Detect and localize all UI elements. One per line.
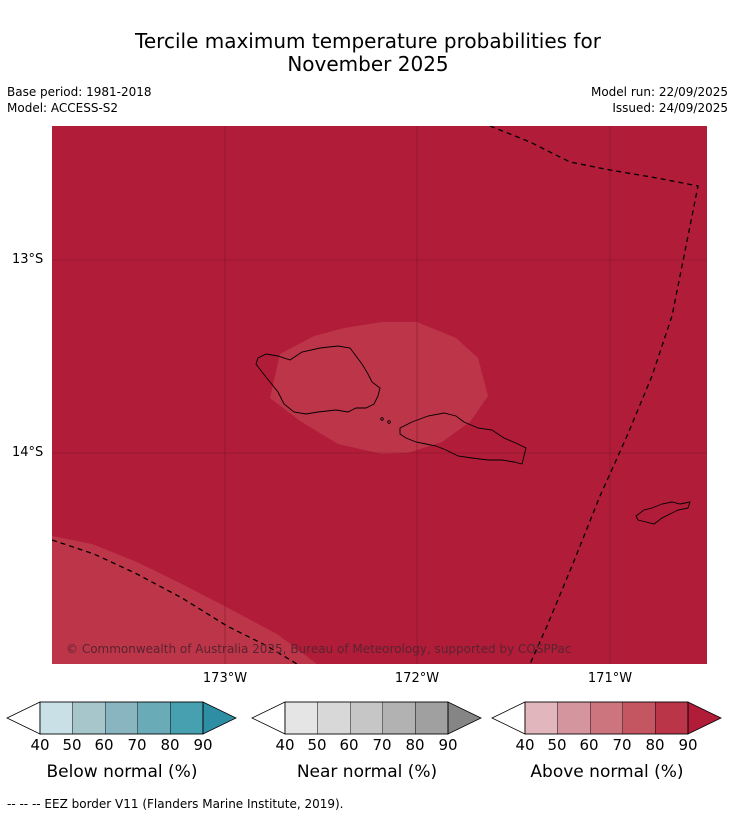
probability-map: © Commonwealth of Australia 2025, Bureau… [52, 126, 707, 664]
tutuila-island [635, 501, 691, 525]
small-island [380, 417, 384, 421]
tick-label: 40 [515, 736, 535, 754]
colorbar-outline [524, 701, 689, 735]
colorbar-segment [317, 701, 351, 735]
colorbar-ticks: 40 50 60 70 80 90 [491, 736, 723, 756]
meta-right: Model run: 22/09/2025 Issued: 24/09/2025 [591, 84, 728, 116]
model-name: Model: ACCESS-S2 [7, 101, 119, 115]
lon-label-172w: 172°W [394, 671, 440, 686]
chart-title: Tercile maximum temperature probabilitie… [0, 30, 736, 76]
lon-label-171w: 171°W [587, 671, 633, 686]
map-layers: © Commonwealth of Australia 2025, Bureau… [52, 126, 707, 664]
colorbar-segment [622, 701, 656, 735]
graticule [52, 126, 707, 664]
colorbar-segment [170, 701, 204, 735]
colorbar-segment [284, 701, 318, 735]
colorbar-extend-low [251, 701, 286, 735]
colorbar-segment [524, 701, 558, 735]
colorbar-segment [104, 701, 138, 735]
legend-label: Below normal (%) [46, 762, 198, 782]
meta-left: Base period: 1981-2018 Model: ACCESS-S2 [7, 84, 152, 116]
colorbar-ticks: 40 50 60 70 80 90 [251, 736, 483, 756]
tick-label: 50 [307, 736, 327, 754]
savaii-island [255, 345, 381, 415]
issued-date: Issued: 24/09/2025 [612, 101, 728, 115]
colorbar-segment [349, 701, 383, 735]
lon-label-173w: 173°W [202, 671, 248, 686]
tick-label: 60 [339, 736, 359, 754]
tick-label: 70 [372, 736, 392, 754]
tick-label: 60 [94, 736, 114, 754]
colorbar-ticks: 40 50 60 70 80 90 [6, 736, 238, 756]
tick-label: 50 [547, 736, 567, 754]
colorbar-segment [415, 701, 449, 735]
title-line-2: November 2025 [287, 52, 449, 76]
tick-label: 90 [438, 736, 458, 754]
legend-label: Above normal (%) [530, 762, 684, 782]
copyright-notice: © Commonwealth of Australia 2025, Bureau… [66, 642, 571, 656]
colorbar-above-normal [491, 701, 722, 735]
colorbar-extend-low [6, 701, 41, 735]
tick-label: 90 [678, 736, 698, 754]
colorbar-below-normal [6, 701, 237, 735]
upolu-island [399, 412, 527, 465]
lat-label-14s: 14°S [12, 445, 44, 460]
colorbar-extend-high [202, 701, 237, 735]
colorbar-extend-high [447, 701, 482, 735]
model-run: Model run: 22/09/2025 [590, 85, 728, 99]
colorbar-segment [655, 701, 689, 735]
colorbar-segment [589, 701, 623, 735]
colorbar-segment [137, 701, 171, 735]
tick-label: 90 [193, 736, 213, 754]
base-period: Base period: 1981-2018 [7, 85, 152, 99]
tick-label: 80 [160, 736, 180, 754]
colorbar-segment [39, 701, 73, 735]
colorbar-segment [382, 701, 416, 735]
colorbar-outline [284, 701, 449, 735]
colorbar-extend-high [687, 701, 722, 735]
tick-label: 50 [62, 736, 82, 754]
tick-label: 40 [30, 736, 50, 754]
colorbar-segment [72, 701, 106, 735]
colorbar-near-normal [251, 701, 482, 735]
small-island [387, 420, 391, 424]
colorbar-extend-low [491, 701, 526, 735]
colorbar-outline [39, 701, 204, 735]
tick-label: 40 [275, 736, 295, 754]
above-normal-80-region-samoa [270, 322, 488, 454]
tick-label: 80 [405, 736, 425, 754]
title-line-1: Tercile maximum temperature probabilitie… [135, 29, 601, 53]
legend-label: Near normal (%) [296, 762, 438, 782]
lat-label-13s: 13°S [12, 252, 44, 267]
eez-footnote: -- -- -- EEZ border V11 (Flanders Marine… [7, 797, 344, 811]
tick-label: 80 [645, 736, 665, 754]
tick-label: 70 [612, 736, 632, 754]
colorbar-segment [557, 701, 591, 735]
tick-label: 60 [579, 736, 599, 754]
tick-label: 70 [127, 736, 147, 754]
